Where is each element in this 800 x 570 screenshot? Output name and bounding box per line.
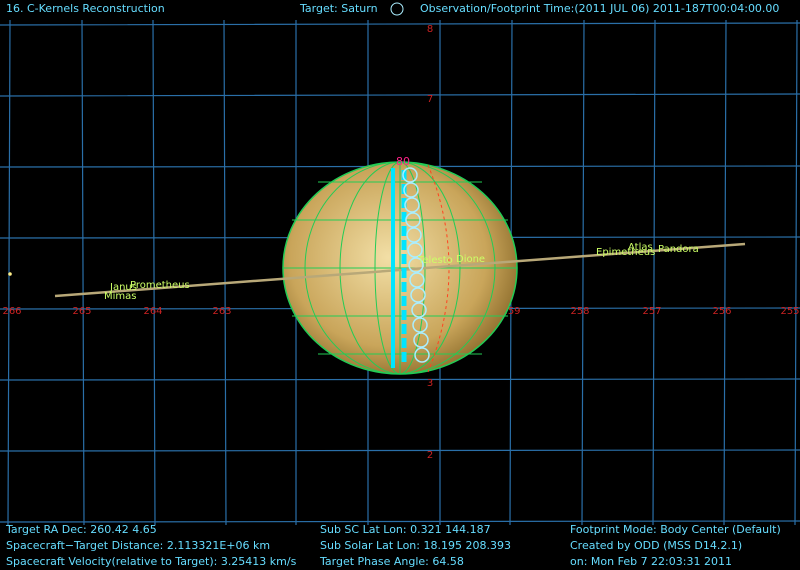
moon-label: Atlas [628,242,653,253]
moon-label: Prometheus [130,280,190,291]
info-text: Sub SC Lat Lon: 0.321 144.187 [320,523,491,536]
info-text: Footprint Mode: Body Center (Default) [570,523,781,536]
info-text: Spacecraft−Target Distance: 2.113321E+06… [6,539,270,552]
dec-label: 3 [427,378,433,389]
moon-label: Janus [109,282,137,293]
dec-label: 8 [427,24,433,35]
moon-label: Pandora [658,244,699,255]
ra-label: 256 [712,306,731,317]
moon-label: Mimas [104,291,137,302]
star [8,272,12,276]
ra-label: 255 [780,306,799,317]
info-text: Created by ODD (MSS D14.2.1) [570,539,742,552]
track-label: 80 [396,155,410,168]
dec-label: 7 [427,94,433,105]
ra-label: 258 [570,306,589,317]
moon-labels: Janus Prometheus Mimas Telesto Dione Epi… [104,242,699,302]
info-text: Target RA Dec: 260.42 4.65 [5,523,157,536]
moon-label: Telesto [417,255,453,266]
ring-plane [54,242,746,298]
saturn [282,161,518,375]
info-text: on: Mon Feb 7 22:03:31 2011 [570,555,732,568]
footprint-track: 80 [391,155,430,368]
ra-label: 266 [2,306,21,317]
ra-label: 259 [501,306,520,317]
moon-label: Epimetheus [596,247,655,258]
window-title: 16. C-Kernels Reconstruction [6,2,165,15]
ra-label: 265 [72,306,91,317]
dec-label: 2 [427,450,433,461]
target-icon [390,2,404,16]
info-text: Target Phase Angle: 64.58 [319,555,464,568]
info-text: Spacecraft Velocity(relative to Target):… [6,555,297,568]
target-label: Target: Saturn [299,2,378,15]
moon-label: Dione [456,254,485,265]
info-text: Sub Solar Lat Lon: 18.195 208.393 [320,539,511,552]
ra-label: 263 [212,306,231,317]
time-label: Observation/Footprint Time:(2011 JUL 06)… [420,2,779,15]
dec-labels: 8 7 3 2 [427,24,433,461]
footer: Target RA Dec: 260.42 4.65 Spacecraft−Ta… [5,523,781,568]
header: 16. C-Kernels Reconstruction Target: Sat… [6,2,779,16]
ra-label: 257 [642,306,661,317]
ra-label: 264 [143,306,162,317]
ra-labels: 266 265 264 263 259 258 257 256 255 [2,306,799,317]
